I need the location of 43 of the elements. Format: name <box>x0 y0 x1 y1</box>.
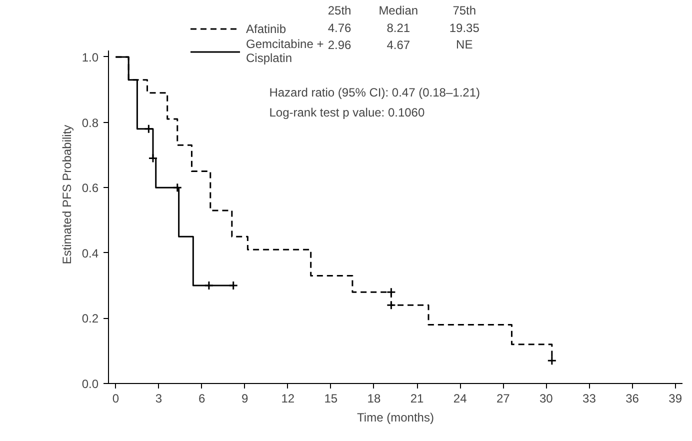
text: Median <box>378 4 418 18</box>
x-tick-label: 39 <box>668 392 682 406</box>
x-tick-label: 6 <box>198 392 206 406</box>
text: 19.35 <box>449 21 480 36</box>
y-tick-label: 0.8 <box>82 116 99 130</box>
x-tick-label: 9 <box>241 392 248 406</box>
text: 4.76 <box>328 21 352 36</box>
x-tick-label: 30 <box>540 392 554 406</box>
x-tick-label: 27 <box>496 392 510 406</box>
text: 8.21 <box>386 21 410 36</box>
legend-label: Gemcitabine + Cisplatin <box>246 37 324 65</box>
legend-label: Afatinib <box>246 20 286 37</box>
x-tick-label: 33 <box>582 392 596 406</box>
point <box>148 153 158 163</box>
text: 75th <box>452 4 476 18</box>
x-tick-label: 0 <box>112 392 120 406</box>
x-axis-title: Time (months) <box>357 410 434 424</box>
y-tick-label: 0.4 <box>82 246 99 260</box>
annotation: Log-rank test p value: 0.1060 <box>269 105 425 120</box>
point <box>547 356 557 366</box>
x-tick-label: 24 <box>453 392 468 406</box>
point <box>386 287 396 297</box>
x-tick-label: 12 <box>281 392 295 406</box>
point <box>172 182 182 192</box>
x-tick-label: 3 <box>155 392 162 406</box>
annotation: 4.67 <box>386 38 410 52</box>
annotation: 2.96 <box>328 38 352 52</box>
y-tick-label: 1.0 <box>82 50 99 64</box>
x-tick-label: 21 <box>410 392 424 406</box>
y-tick-label: 0.2 <box>82 312 99 326</box>
y-tick-label: 0.0 <box>82 377 99 391</box>
point <box>144 124 154 134</box>
annotation: NE <box>456 38 473 52</box>
text: 25th <box>328 4 352 18</box>
x-tick-label: 36 <box>626 392 640 406</box>
point <box>386 300 396 310</box>
annotation: Hazard ratio (95% CI): 0.47 (0.18–1.21) <box>269 86 480 100</box>
y-tick-label: 0.6 <box>82 181 99 196</box>
point <box>204 280 214 290</box>
point <box>228 280 238 290</box>
x-tick-label: 18 <box>367 392 381 406</box>
x-tick-label: 15 <box>324 392 338 406</box>
y-axis-title: Estimated PFS Probability <box>60 124 74 264</box>
